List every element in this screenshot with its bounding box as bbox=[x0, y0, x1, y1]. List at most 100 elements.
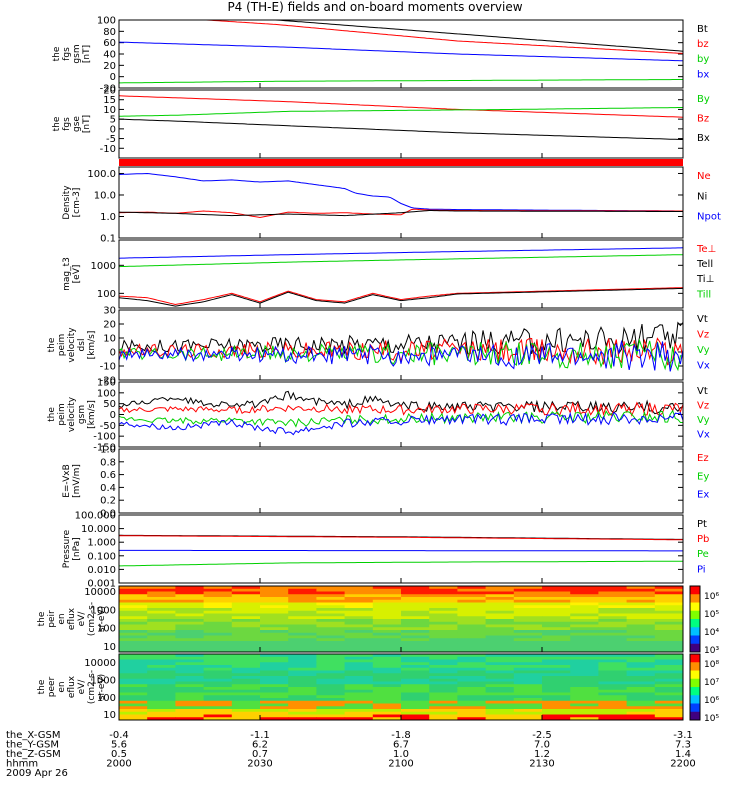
spectrogram-cell bbox=[372, 638, 402, 642]
spectrogram-cell bbox=[485, 599, 515, 603]
spectrogram-cell bbox=[147, 594, 176, 598]
y-tick-label: 10000 bbox=[84, 658, 116, 669]
spectrogram-cell bbox=[654, 610, 684, 614]
spectrogram-cell bbox=[203, 610, 233, 614]
spectrogram-cell bbox=[542, 586, 571, 590]
spectrogram-cell bbox=[654, 659, 684, 663]
spectrogram-cell bbox=[626, 695, 656, 699]
spectrogram-cell bbox=[457, 602, 487, 606]
spectrogram-cell bbox=[598, 594, 628, 598]
spectrogram-cell bbox=[598, 659, 628, 663]
spectrogram-cell bbox=[570, 689, 599, 693]
legend-entry: Vy bbox=[697, 345, 710, 356]
spectrogram-cell bbox=[260, 602, 289, 606]
spectrogram-cell bbox=[288, 670, 317, 674]
spectrogram-cell bbox=[429, 709, 458, 713]
x-tick-label: 0.5 bbox=[111, 749, 127, 760]
spectrogram-cell bbox=[457, 676, 487, 680]
spectrogram-cell bbox=[260, 621, 289, 625]
spectrogram-cell bbox=[372, 695, 402, 699]
spectrogram-cell bbox=[344, 654, 374, 658]
spectrogram-cell bbox=[147, 717, 176, 721]
spectrogram-cell bbox=[344, 711, 374, 715]
spectrogram-cell bbox=[457, 649, 487, 653]
spectrogram-cell bbox=[485, 605, 515, 609]
spectrogram-cell bbox=[147, 605, 176, 609]
spectrogram-cell bbox=[429, 621, 458, 625]
spectrogram-cell bbox=[401, 632, 430, 636]
spectrogram-cell bbox=[626, 678, 656, 682]
spectrogram-cell bbox=[457, 678, 487, 682]
spectrogram-cell bbox=[260, 649, 289, 653]
y-tick-label: 80 bbox=[103, 27, 116, 38]
spectrogram-cell bbox=[260, 586, 289, 590]
spectrogram-cell bbox=[598, 613, 628, 617]
colorbar-frame bbox=[689, 585, 701, 653]
spectrogram-cell bbox=[429, 667, 458, 671]
spectrogram-cell bbox=[542, 717, 571, 721]
spectrogram-cell bbox=[175, 654, 205, 658]
spectrogram-cell bbox=[457, 591, 487, 595]
spectrogram-cell bbox=[260, 717, 289, 721]
y-axis-label-line: (cm2-s- bbox=[87, 602, 97, 636]
spectrogram-cell bbox=[175, 621, 205, 625]
spectrogram-cell bbox=[119, 619, 148, 623]
spectrogram-cell bbox=[626, 638, 656, 642]
y-tick-label: 100.0 bbox=[87, 169, 116, 180]
spectrogram-cell bbox=[598, 670, 628, 674]
spectrogram-cell bbox=[119, 678, 148, 682]
spectrogram-cell bbox=[570, 659, 599, 663]
spectrogram-cell bbox=[288, 588, 317, 592]
spectrogram-cell bbox=[316, 689, 346, 693]
spectrogram-cell bbox=[429, 613, 458, 617]
spectrogram-cell bbox=[316, 616, 346, 620]
spectrogram-cell bbox=[429, 608, 458, 612]
spectrogram-cell bbox=[513, 630, 543, 634]
spectrogram-cell bbox=[401, 605, 430, 609]
spectrogram-cell bbox=[175, 627, 205, 631]
spectrogram-cell bbox=[429, 662, 458, 666]
spectrogram-cell bbox=[485, 659, 515, 663]
spectrogram-cell bbox=[260, 624, 289, 628]
spectrogram-cell bbox=[626, 608, 656, 612]
spectrogram-cell bbox=[372, 635, 402, 639]
spectrogram-cell bbox=[260, 597, 289, 601]
colorbar-label: 10⁵ bbox=[704, 610, 719, 620]
spectrogram-cell bbox=[513, 717, 543, 721]
separator-stripe bbox=[119, 159, 683, 166]
spectrogram-cell bbox=[654, 597, 684, 601]
spectrogram-cell bbox=[175, 619, 205, 623]
spectrogram-cell bbox=[485, 610, 515, 614]
spectrogram-cell bbox=[654, 678, 684, 682]
spectrogram-cell bbox=[429, 700, 458, 704]
spectrogram-cell bbox=[570, 695, 599, 699]
spectrogram-cell bbox=[513, 641, 543, 645]
spectrogram-cell bbox=[654, 630, 684, 634]
spectrogram-cell bbox=[401, 706, 430, 710]
spectrogram-cell bbox=[260, 646, 289, 650]
y-axis-label-line: velocity bbox=[67, 327, 77, 363]
spectrogram-cell bbox=[542, 656, 571, 660]
spectrogram-cell bbox=[316, 695, 346, 699]
spectrogram-cell bbox=[372, 654, 402, 658]
spectrogram-cell bbox=[542, 659, 571, 663]
spectrogram-cell bbox=[316, 588, 346, 592]
series-line bbox=[118, 287, 684, 307]
spectrogram-cell bbox=[457, 670, 487, 674]
spectrogram-cell bbox=[231, 641, 261, 645]
spectrogram-cell bbox=[344, 602, 374, 606]
spectrogram-cell bbox=[288, 646, 317, 650]
spectrogram-cell bbox=[429, 703, 458, 707]
spectrogram-cell bbox=[175, 695, 205, 699]
spectrogram-cell bbox=[119, 706, 148, 710]
spectrogram-cell bbox=[203, 684, 233, 688]
spectrogram-cell bbox=[147, 659, 176, 663]
spectrogram-cell bbox=[401, 695, 430, 699]
spectrogram-cell bbox=[570, 662, 599, 666]
spectrogram-cell bbox=[260, 599, 289, 603]
y-tick-label: 100 bbox=[97, 624, 116, 635]
x-axis-label: hhmm bbox=[6, 759, 38, 770]
spectrogram-cell bbox=[231, 599, 261, 603]
spectrogram-cell bbox=[260, 667, 289, 671]
spectrogram-cell bbox=[457, 659, 487, 663]
